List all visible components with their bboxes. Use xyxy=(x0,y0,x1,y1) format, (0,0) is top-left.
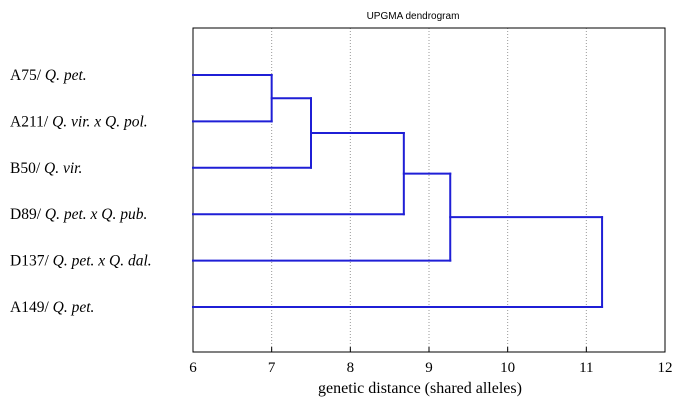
x-axis-label: genetic distance (shared alleles) xyxy=(318,380,522,397)
dendrogram-branches xyxy=(192,74,604,308)
leaf-label: A211/ Q. vir. x Q. pol. xyxy=(10,113,148,130)
leaf-label: D89/ Q. pet. x Q. pub. xyxy=(10,206,147,223)
leaf-label: A75/ Q. pet. xyxy=(10,67,87,84)
leaf-taxon: Q. pet. xyxy=(45,67,87,84)
x-tick-label: 12 xyxy=(658,360,673,376)
leaf-id: A211/ xyxy=(10,113,52,130)
x-tick-label: 6 xyxy=(189,360,197,376)
leaf-label: B50/ Q. vir. xyxy=(10,160,82,177)
leaf-label: A149/ Q. pet. xyxy=(10,299,94,316)
leaf-id: A75/ xyxy=(10,67,45,84)
leaf-id: D89/ xyxy=(10,206,45,223)
leaf-id: D137/ xyxy=(10,253,53,270)
leaf-taxon: Q. vir. xyxy=(44,160,82,177)
x-tick-label: 10 xyxy=(500,360,515,376)
leaf-taxon: Q. pet. xyxy=(53,299,95,316)
x-tick-label: 8 xyxy=(347,360,355,376)
leaf-taxon: Q. vir. x Q. pol. xyxy=(52,113,148,130)
x-tick-label: 9 xyxy=(425,360,433,376)
leaf-label: D137/ Q. pet. x Q. dal. xyxy=(10,253,152,270)
x-tick-label: 7 xyxy=(268,360,276,376)
x-tick-label: 11 xyxy=(579,360,593,376)
chart-title: UPGMA dendrogram xyxy=(367,11,460,22)
x-axis-ticks: 6 7 8 9 10 11 12 xyxy=(189,347,673,376)
leaf-id: B50/ xyxy=(10,160,44,177)
leaf-id: A149/ xyxy=(10,299,53,316)
leaf-labels: A75/ Q. pet. A211/ Q. vir. x Q. pol. B50/ … xyxy=(10,67,152,316)
grid-lines xyxy=(271,28,587,352)
leaf-taxon: Q. pet. x Q. dal. xyxy=(53,253,152,270)
leaf-taxon: Q. pet. x Q. pub. xyxy=(45,206,147,223)
